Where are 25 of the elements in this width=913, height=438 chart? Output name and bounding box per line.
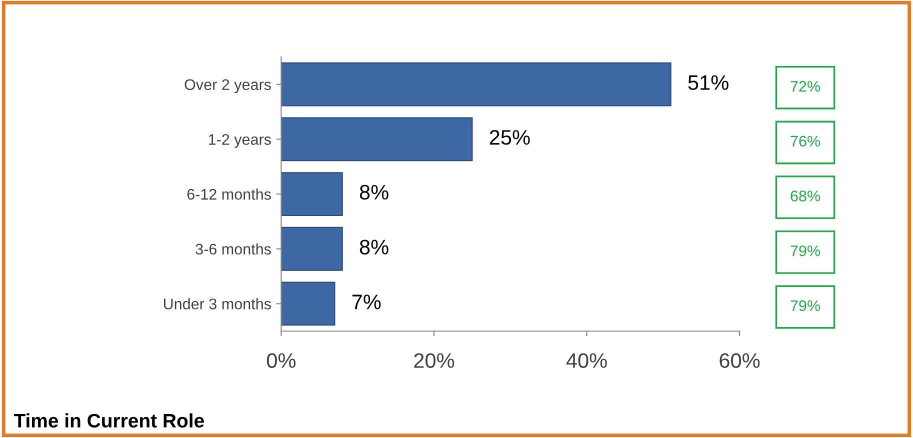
text: 68% (790, 190, 820, 202)
text: 72% (790, 80, 820, 92)
x-tick-label: 20% (414, 353, 454, 368)
y-tick-label: 6-12 months (187, 188, 271, 200)
data-label: 51% (688, 75, 728, 90)
y-tick-label: Over 2 years (184, 79, 271, 94)
text: Time in Current Role (14, 413, 204, 428)
bar (281, 226, 343, 271)
x-tick-label: 60% (720, 353, 760, 368)
bar (281, 62, 672, 106)
data-label: 8% (360, 240, 388, 254)
text: 79% (790, 245, 820, 256)
x-tick-label: 40% (566, 353, 607, 368)
text: 79% (790, 300, 820, 312)
text: 76% (790, 136, 820, 147)
bar (281, 117, 473, 162)
bar (281, 172, 343, 216)
y-tick-label: Under 3 months (164, 298, 271, 310)
data-label: 25% (490, 130, 530, 145)
data-label: 7% (352, 294, 381, 310)
y-tick-label: 1-2 years (208, 134, 271, 148)
bar (281, 282, 336, 326)
y-tick-label: 3-6 months (196, 243, 271, 255)
x-tick-label: 0% (266, 353, 296, 368)
data-label: 8% (360, 184, 388, 200)
